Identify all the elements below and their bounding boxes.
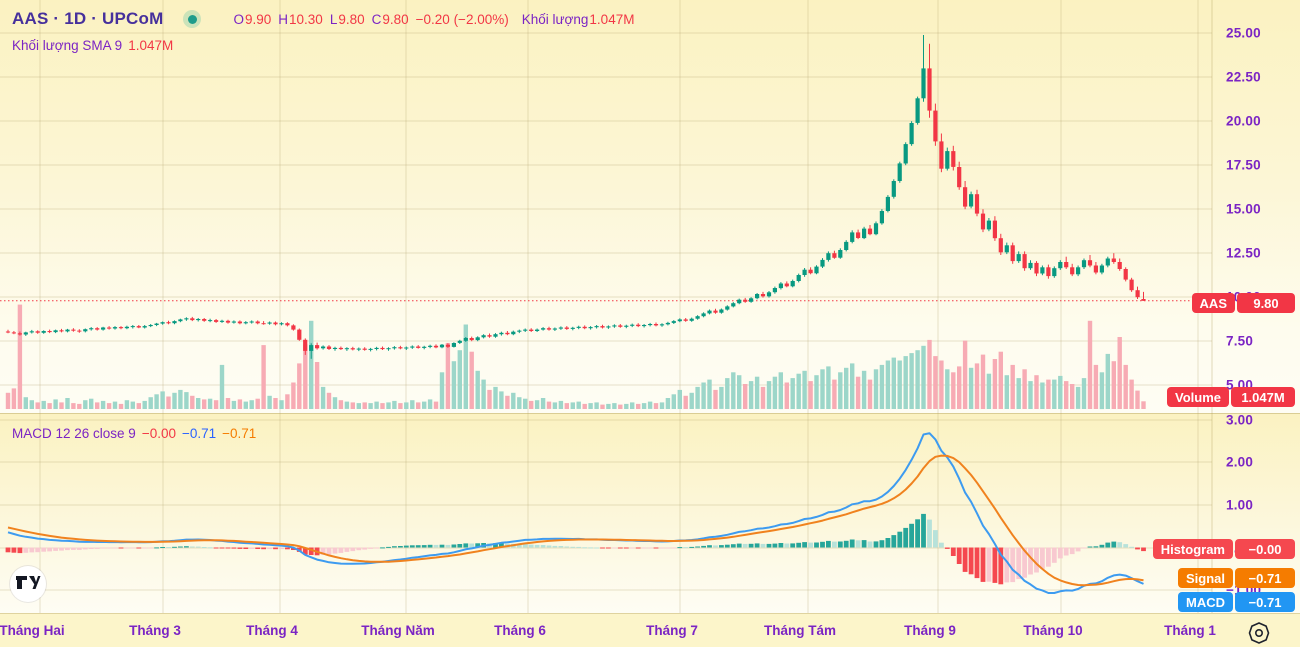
axis-price-label: 3.00 xyxy=(1226,412,1254,428)
histogram-badge: Histogram −0.00 xyxy=(1152,539,1295,559)
change-value: −0.20 (−2.00%) xyxy=(415,11,509,27)
axis-time-label: Tháng 6 xyxy=(494,623,546,638)
signal-badge: Signal −0.71 xyxy=(1177,568,1295,588)
chart-canvas[interactable] xyxy=(0,0,1300,613)
axis-time-label: Tháng 4 xyxy=(246,623,298,638)
low-value: 9.80 xyxy=(338,11,365,27)
signal-badge-value: −0.71 xyxy=(1235,568,1295,588)
macd-badge-value: −0.71 xyxy=(1235,592,1295,612)
volume-badge: Volume 1.047M xyxy=(1167,387,1295,407)
market-status-button[interactable] xyxy=(183,10,202,28)
histogram-badge-value: −0.00 xyxy=(1235,539,1295,559)
macd-title[interactable]: MACD 12 26 close 9 xyxy=(12,425,136,441)
symbol-legend-row: AAS · 1D · UPCoM O 9.90 H 10.30 L 9.80 C 9.8… xyxy=(12,8,634,30)
axis-time-label: Tháng 9 xyxy=(904,623,956,638)
axis-time-label: Tháng 7 xyxy=(646,623,698,638)
last-price-badge-value: 9.80 xyxy=(1237,293,1295,313)
last-price-badge: AAS 9.80 xyxy=(1191,293,1295,313)
symbol-title[interactable]: AAS · 1D · UPCoM xyxy=(12,9,164,28)
axis-price-label: 2.00 xyxy=(1226,454,1254,470)
volume-sma-title[interactable]: Khối lượng SMA 9 xyxy=(12,37,123,53)
axis-price-label: 12.50 xyxy=(1226,245,1261,261)
macd-hist-value: −0.00 xyxy=(141,425,176,441)
macd-legend-row: MACD 12 26 close 9 −0.00 −0.71 −0.71 xyxy=(12,424,256,442)
gridlines xyxy=(0,0,1212,613)
tradingview-logo-icon xyxy=(16,576,41,589)
signal-badge-label: Signal xyxy=(1177,568,1233,588)
axis-price-label: 1.00 xyxy=(1226,497,1254,513)
axis-price-label: 22.50 xyxy=(1226,69,1261,85)
volume-value: 1.047M xyxy=(589,11,635,27)
market-status-dot-icon xyxy=(187,14,197,24)
timezone-settings-icon[interactable] xyxy=(1246,620,1272,646)
volume-sma-legend-row: Khối lượng SMA 9 1.047M xyxy=(12,36,173,54)
volume-sma-value: 1.047M xyxy=(128,37,174,53)
high-label: H xyxy=(278,11,289,27)
high-value: 10.30 xyxy=(289,11,323,27)
axis-price-label: 15.00 xyxy=(1226,201,1261,217)
close-value: 9.80 xyxy=(382,11,409,27)
macd-pane-series xyxy=(5,432,1146,594)
pane-backgrounds xyxy=(0,0,1300,613)
low-label: L xyxy=(329,11,338,27)
histogram-badge-label: Histogram xyxy=(1152,539,1233,559)
axis-time-label: Tháng Năm xyxy=(361,623,435,638)
axis-time-label: Tháng 1 xyxy=(1164,623,1216,638)
last-price-badge-symbol: AAS xyxy=(1191,293,1235,313)
time-axis[interactable]: Tháng Hai Tháng 3 Tháng 4 Tháng Năm Tháng 6 T… xyxy=(0,613,1300,647)
volume-badge-value: 1.047M xyxy=(1231,387,1295,407)
volume-series xyxy=(5,304,1146,410)
close-label: C xyxy=(371,11,382,27)
volume-label: Khối lượng xyxy=(521,11,589,27)
axis-time-label: Tháng Tám xyxy=(763,623,837,638)
candlestick-series xyxy=(5,35,1146,359)
volume-badge-label: Volume xyxy=(1167,387,1229,407)
open-value: 9.90 xyxy=(245,11,272,27)
axis-price-label: 20.00 xyxy=(1226,113,1261,129)
axis-price-label: 7.50 xyxy=(1226,333,1254,349)
axis-time-label: Tháng 10 xyxy=(1023,623,1083,638)
macd-signal-value: −0.71 xyxy=(222,425,257,441)
axis-time-label: Tháng Hai xyxy=(0,623,65,638)
axis-price-label: 17.50 xyxy=(1226,157,1261,173)
ohlc-values: O 9.90 H 10.30 L 9.80 C 9.80 −0.20 (−2.00%) … xyxy=(233,12,634,27)
axis-price-label: 25.00 xyxy=(1226,25,1261,41)
macd-line-value: −0.71 xyxy=(181,425,217,441)
axis-time-label: Tháng 3 xyxy=(129,623,181,638)
macd-badge-label: MACD xyxy=(1178,592,1233,612)
open-label: O xyxy=(233,11,244,27)
tradingview-logo[interactable] xyxy=(10,566,46,602)
macd-badge: MACD −0.71 xyxy=(1178,592,1295,612)
